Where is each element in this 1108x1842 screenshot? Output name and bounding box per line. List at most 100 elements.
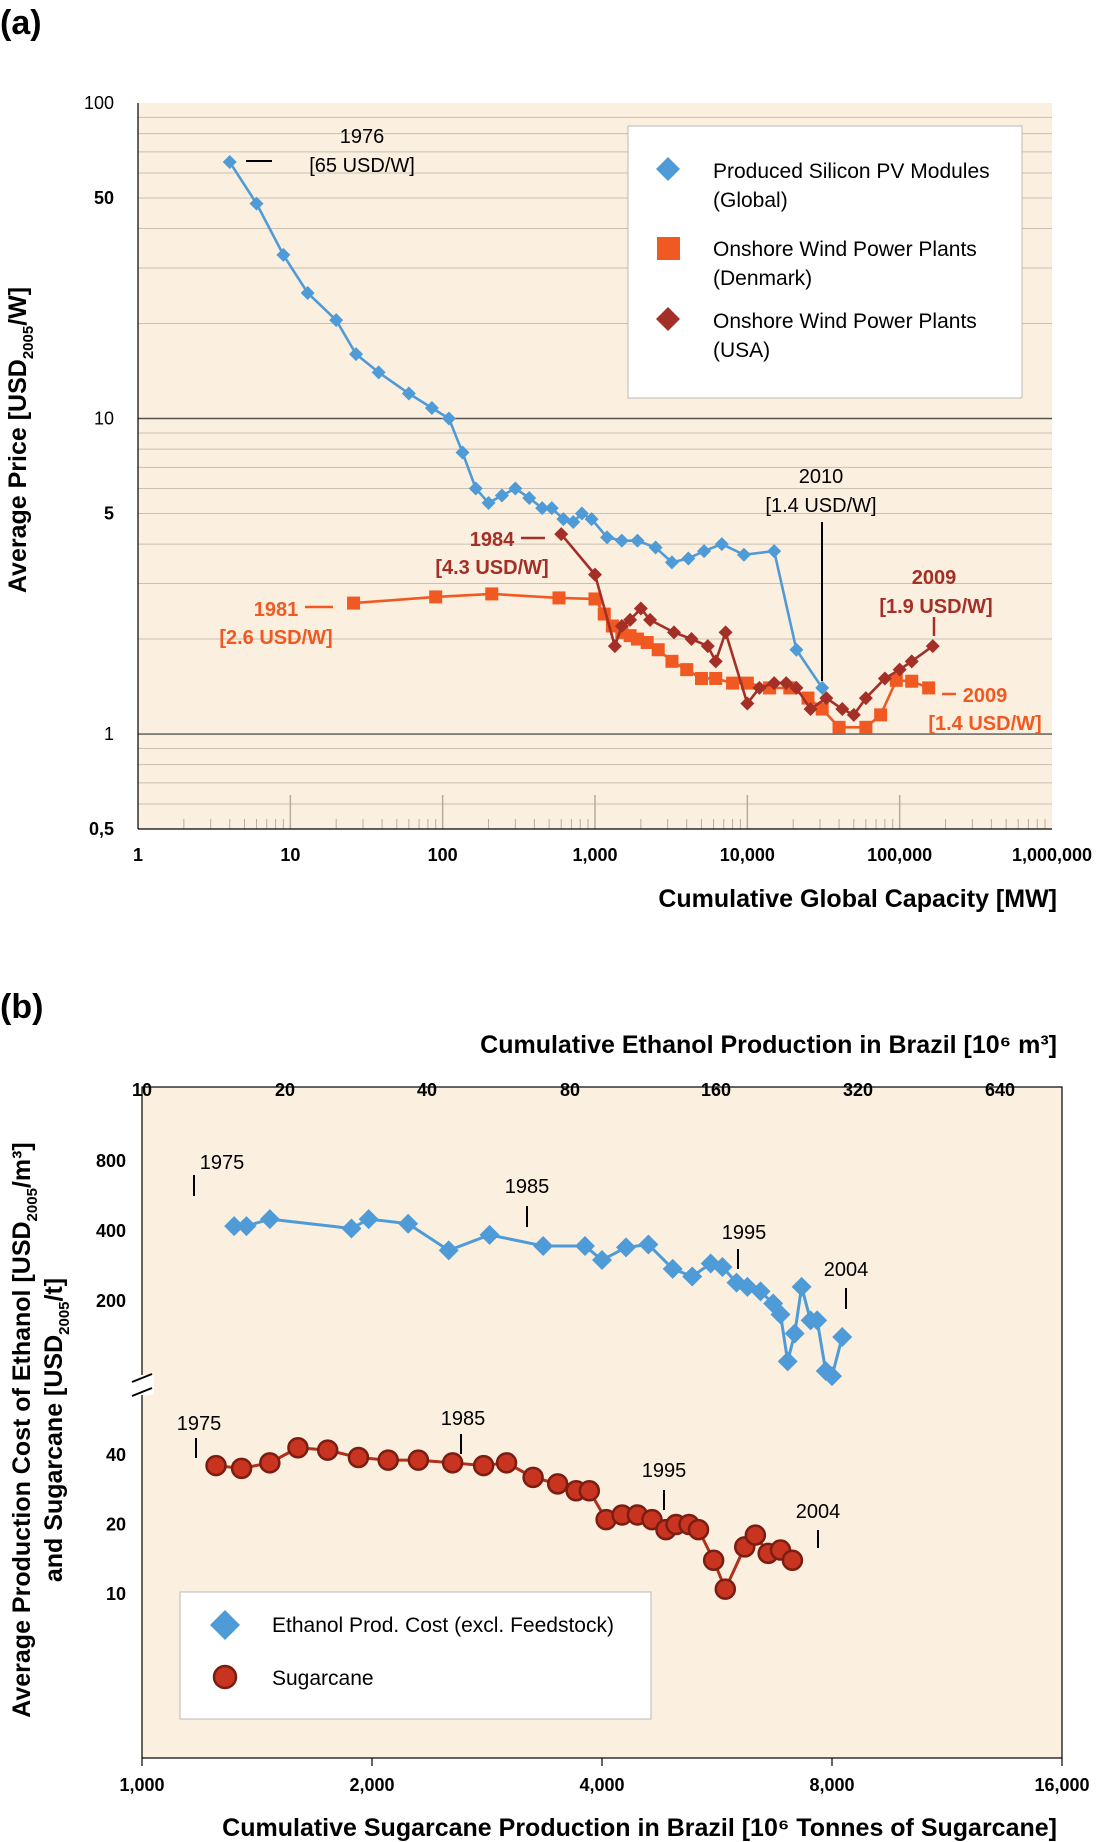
data-point-b-0: [682, 1266, 703, 1287]
legend-sugarcane-label: Sugarcane: [272, 1667, 374, 1690]
data-point-a-1: [485, 587, 499, 601]
data-point-a-2: [904, 654, 919, 669]
data-point-b-1: [546, 1473, 569, 1495]
data-point-a-0: [401, 386, 416, 401]
data-point-a-1: [640, 636, 654, 650]
data-point-a-0: [349, 347, 364, 362]
data-point-a-0: [736, 547, 751, 562]
data-point-a-1: [889, 673, 903, 687]
data-point-b-1: [744, 1524, 767, 1546]
data-point-a-2: [700, 639, 715, 654]
y-lower-tick-label-b: 20: [106, 1515, 126, 1535]
data-point-b-1: [578, 1480, 601, 1502]
chart-b-ylabel-2-end: /t]: [40, 1278, 68, 1302]
x-tick-label-a: 1,000,000: [1012, 845, 1092, 865]
data-point-a-2: [740, 696, 755, 711]
data-point-a-0: [681, 551, 696, 566]
data-point-a-1: [832, 720, 846, 734]
data-point-a-0: [249, 196, 264, 211]
data-point-a-0: [815, 680, 830, 695]
legend-dk-label-2: (Denmark): [713, 267, 812, 290]
data-point-a-2: [554, 527, 569, 542]
chart-b-xlabel: Cumulative Sugarcane Production in Brazi…: [222, 1814, 1057, 1842]
x-tick-label-b: 1,000: [119, 1775, 164, 1795]
data-point-b-0: [822, 1366, 842, 1387]
annotation-year-1985: 1985: [441, 1408, 486, 1430]
data-point-b-0: [533, 1235, 554, 1256]
chart-b-ylabel-2: and Sugarcane [USD2005/t]: [40, 1278, 73, 1582]
annotation-1984-year: 1984: [470, 529, 515, 551]
data-point-b-1: [259, 1452, 281, 1474]
data-point-a-0: [508, 481, 523, 496]
data-point-a-1: [922, 681, 936, 695]
data-point-a-0: [648, 540, 663, 555]
chart-b-legend: Ethanol Prod. Cost (excl. Feedstock) Sug…: [179, 1591, 652, 1720]
data-point-a-2: [835, 702, 850, 717]
data-point-a-0: [329, 313, 344, 328]
data-point-b-1: [687, 1518, 710, 1541]
data-point-b-1: [702, 1549, 725, 1572]
legend-sugarcane-marker: [212, 1664, 238, 1690]
legend-usa-label-1: Onshore Wind Power Plants: [713, 310, 977, 333]
y-tick-label-a: 100: [84, 93, 114, 113]
axis-break-mark: [131, 1387, 153, 1397]
data-point-a-1: [694, 671, 708, 685]
data-point-b-0: [750, 1281, 771, 1302]
chart-b-series: [205, 1209, 853, 1600]
series-line-a-1: [353, 592, 930, 729]
data-point-a-0: [566, 514, 581, 529]
data-point-a-0: [535, 501, 550, 516]
panel-a-label: (a): [0, 4, 42, 42]
data-point-a-1: [815, 702, 829, 716]
chart-a-ylabel-sub: 2005: [20, 326, 37, 359]
data-point-a-1: [347, 596, 361, 610]
data-point-b-0: [574, 1235, 595, 1256]
data-point-a-2: [588, 567, 602, 582]
data-point-a-0: [714, 537, 729, 552]
chart-a-ylabel-end: /W]: [4, 287, 32, 326]
data-point-b-1: [441, 1452, 464, 1474]
data-point-a-1: [680, 663, 694, 677]
annotation-year-1975: 1975: [177, 1413, 222, 1435]
x-top-tick-label-b: 80: [560, 1080, 580, 1100]
data-point-b-0: [592, 1250, 612, 1271]
annotation-2010-value: [1.4 USD/W]: [765, 495, 876, 517]
data-point-a-2: [614, 618, 629, 633]
data-point-a-1: [905, 674, 919, 688]
data-point-a-1: [859, 720, 873, 734]
data-point-a-0: [300, 285, 315, 300]
data-point-b-0: [438, 1240, 459, 1261]
chart-b-axes: 1,000 2,000 4,000 8,000 16,000 10 20 40 80 160 320…: [96, 1080, 1090, 1795]
x-top-tick-label-b: 320: [843, 1080, 873, 1100]
x-top-tick-label-b: 40: [417, 1080, 437, 1100]
data-point-b-0: [398, 1213, 419, 1234]
x-tick-label-a: 100: [428, 845, 458, 865]
x-tick-label-a: 10,000: [720, 845, 775, 865]
data-point-a-2: [767, 676, 782, 691]
y-upper-tick-label-b: 400: [96, 1221, 126, 1241]
chart-b-xlabel-top: Cumulative Ethanol Production in Brazil …: [480, 1031, 1057, 1059]
data-point-b-0: [712, 1257, 733, 1278]
y-lower-tick-label-b: 10: [106, 1584, 126, 1604]
data-point-a-2: [752, 680, 767, 695]
data-point-a-2: [643, 612, 658, 627]
data-point-b-1: [522, 1466, 544, 1489]
legend-dk-label-1: Onshore Wind Power Plants: [713, 238, 977, 261]
annotation-2009-dk-year: 2009: [963, 685, 1008, 707]
chart-a-legend: Produced Silicon PV Modules (Global) Ons…: [627, 125, 1023, 399]
data-point-b-0: [784, 1323, 805, 1344]
data-point-b-0: [341, 1218, 362, 1239]
data-point-b-0: [224, 1216, 245, 1237]
legend-pv-label-1: Produced Silicon PV Modules: [713, 160, 990, 183]
data-point-b-1: [781, 1549, 804, 1572]
chart-b-ylabel-1: Average Production Cost of Ethanol [USD2…: [8, 1142, 41, 1718]
legend-dk-marker: [657, 237, 680, 260]
annotation-2009-usa-year: 2009: [912, 567, 957, 589]
x-tick-label-a: 1,000: [572, 845, 617, 865]
legend-usa-label-2: (USA): [713, 339, 770, 362]
data-point-a-0: [574, 506, 589, 521]
data-point-b-0: [791, 1276, 812, 1297]
annotation-2010-year: 2010: [799, 466, 844, 488]
annotation-1981-value: [2.6 USD/W]: [219, 627, 332, 649]
x-top-tick-label-b: 160: [701, 1080, 731, 1100]
